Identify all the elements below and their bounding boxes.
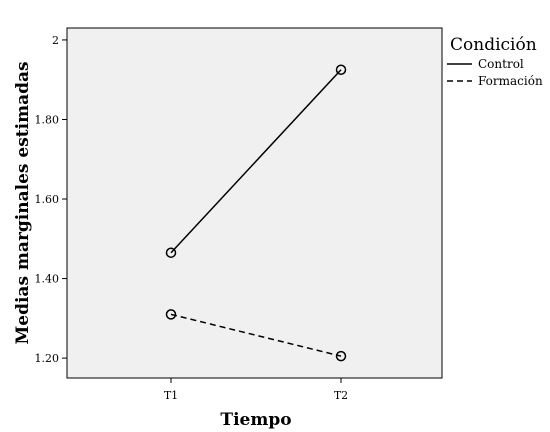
y-tick-label: 1.20	[35, 352, 60, 365]
series-line-1	[170, 313, 342, 357]
data-point	[165, 247, 177, 258]
y-axis-title: Medias marginales estimadas	[13, 61, 33, 344]
x-tick-label: T2	[334, 389, 348, 402]
data-point	[335, 64, 347, 76]
y-tick-label: 1.60	[35, 193, 60, 206]
legend: Condición Control Formación	[447, 35, 543, 88]
series-layer	[165, 64, 347, 362]
series-line-0	[170, 69, 342, 254]
y-tick-label: 1.80	[35, 113, 60, 126]
data-point	[165, 309, 177, 320]
data-point	[335, 350, 347, 362]
y-tick-label: 2	[52, 34, 59, 47]
legend-title: Condición	[450, 35, 537, 55]
legend-label: Formación	[478, 74, 543, 88]
legend-label: Control	[478, 57, 524, 71]
y-tick-label: 1.40	[35, 273, 60, 286]
plot-area	[66, 27, 443, 379]
y-axis: 1.20 1.40 1.60 1.80 2	[35, 34, 67, 365]
x-axis: T1 T2	[164, 378, 348, 402]
x-axis-title: Tiempo	[220, 410, 291, 430]
x-tick-label: T1	[164, 389, 178, 402]
